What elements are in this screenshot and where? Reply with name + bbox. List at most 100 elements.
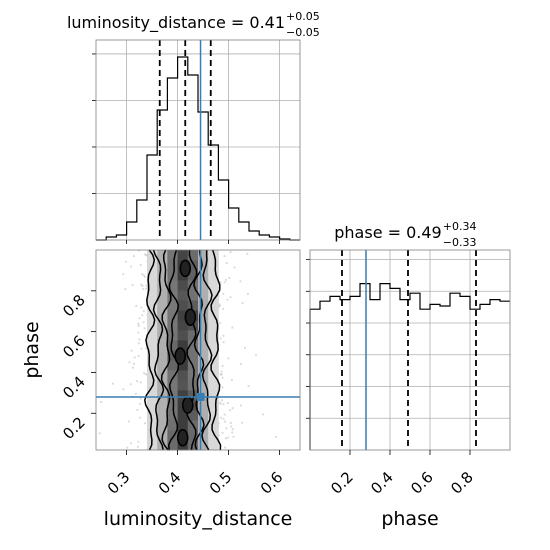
lum-marginal-title: luminosity_distance = 0.41	[67, 13, 285, 33]
density-cell	[167, 420, 178, 431]
density-cell	[147, 360, 158, 371]
scatter-point	[136, 445, 139, 448]
contour-island	[176, 429, 189, 447]
phase-marginal-panel: phase = 0.49 +0.34 −0.33	[306, 220, 511, 451]
density-cell	[157, 250, 168, 261]
scatter-point	[233, 266, 236, 269]
scatter-point	[135, 380, 139, 383]
scatter-point	[140, 273, 144, 276]
density-cell	[177, 310, 189, 321]
scatter-point	[227, 357, 230, 360]
scatter-point	[223, 281, 226, 284]
density-cell	[157, 350, 168, 361]
density-cell	[177, 340, 189, 351]
scatter-point	[219, 321, 222, 325]
scatter-point	[127, 420, 130, 423]
scatter-point	[145, 347, 148, 350]
density-cell	[167, 430, 178, 441]
density-cell	[208, 260, 219, 271]
scatter-point	[274, 435, 277, 438]
scatter-point	[222, 341, 225, 344]
density-cell	[208, 290, 219, 301]
density-cell	[208, 380, 219, 391]
lum-marginal-histogram	[96, 56, 300, 241]
density-cell	[177, 300, 189, 311]
contour-island	[179, 259, 192, 278]
phase-marginal-histogram	[309, 283, 510, 450]
scatter-point	[219, 337, 222, 340]
density-cell	[187, 290, 199, 301]
phase-xtick-label: 0.2	[327, 468, 357, 498]
scatter-point	[229, 421, 232, 425]
scatter-point	[220, 370, 223, 373]
density-cell	[208, 400, 219, 411]
density-cell	[208, 410, 219, 421]
density-cell	[187, 370, 199, 381]
density-cell	[147, 270, 158, 281]
phase-ytick-label: 0.2	[59, 413, 89, 443]
density-cell	[147, 390, 158, 401]
scatter-point	[254, 354, 258, 357]
scatter-point	[144, 373, 147, 376]
scatter-point	[218, 305, 221, 308]
density-cell	[147, 320, 158, 331]
lum-xtick-label: 0.6	[257, 468, 287, 498]
scatter-point	[132, 255, 136, 258]
density-cell	[208, 250, 219, 261]
contour-line	[152, 249, 165, 451]
density-cell	[167, 340, 178, 351]
density-cell	[208, 330, 219, 341]
scatter-point	[240, 421, 244, 424]
density-cell	[157, 360, 168, 371]
density-cell	[147, 330, 158, 341]
scatter-point	[129, 442, 133, 445]
scatter-point	[137, 322, 140, 325]
density-cell	[177, 390, 189, 401]
density-cell	[147, 400, 158, 411]
scatter-point	[219, 402, 223, 405]
scatter-point	[225, 427, 228, 430]
density-cell	[208, 280, 219, 291]
scatter-point	[98, 432, 101, 435]
scatter-point	[220, 373, 223, 376]
scatter-point	[136, 408, 139, 412]
density-cell	[208, 270, 219, 281]
scatter-point	[239, 404, 243, 407]
contour-line	[160, 249, 172, 451]
scatter-point	[124, 288, 127, 291]
lum-marginal-frame	[95, 39, 301, 241]
axes-ticks: 0.3 0.4 0.5 0.6 0.2 0.4 0.6 0.8 0.2 0.4 0.6 0.8	[59, 240, 477, 498]
lum-xtick-label: 0.3	[104, 468, 134, 498]
joint-panel	[95, 249, 301, 452]
scatter-point	[222, 334, 225, 337]
density-cell	[147, 340, 158, 351]
density-cell	[198, 400, 209, 411]
density-cell	[157, 270, 168, 281]
scatter-point	[130, 349, 133, 352]
density-cell	[147, 420, 158, 431]
scatter-point	[137, 324, 140, 327]
scatter-point	[219, 373, 222, 376]
density-cell	[157, 300, 168, 311]
scatter-point	[246, 292, 249, 296]
density-cell	[167, 310, 178, 321]
joint-density-cells	[147, 250, 219, 451]
phase-marginal-title-sub: −0.33	[443, 236, 477, 249]
scatter-point	[143, 253, 147, 256]
scatter-point	[223, 420, 227, 423]
scatter-point	[224, 437, 227, 440]
density-cell	[198, 380, 209, 391]
density-cell	[187, 430, 199, 441]
density-cell	[187, 330, 199, 341]
scatter-point	[122, 273, 125, 276]
scatter-point	[140, 347, 143, 350]
scatter-point	[218, 304, 221, 307]
density-cell	[177, 290, 189, 301]
density-cell	[208, 440, 219, 451]
density-cell	[157, 290, 168, 301]
scatter-point	[240, 363, 243, 366]
scatter-point	[142, 310, 145, 313]
scatter-point	[243, 346, 247, 349]
density-cell	[157, 410, 168, 421]
